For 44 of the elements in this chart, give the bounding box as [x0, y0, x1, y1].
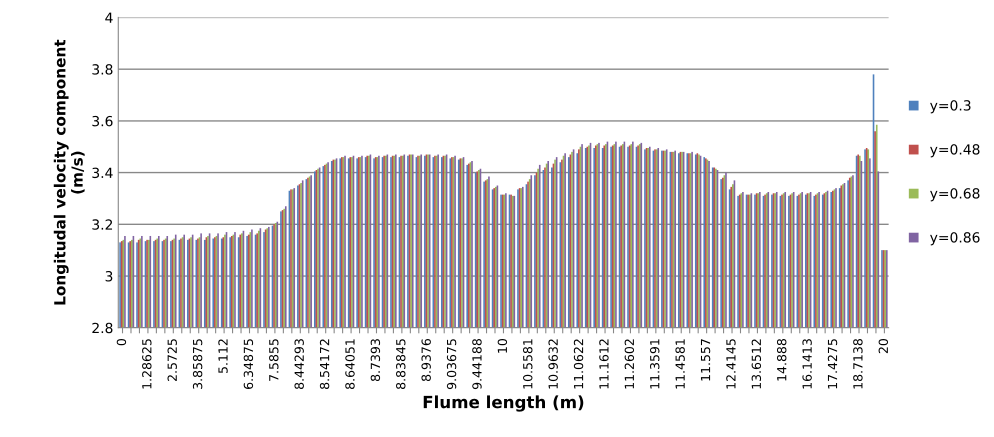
x-tick-label: 13.6512: [752, 339, 762, 388]
x-tick-label: 10.9632: [548, 339, 558, 388]
x-tick-label: 11.2602: [624, 339, 634, 388]
x-tick-label: 11.1612: [599, 339, 609, 388]
x-tick-label: 11.557: [700, 339, 710, 381]
x-tick-label: 11.3591: [650, 339, 660, 388]
y-tick-label: 3.6: [92, 116, 113, 126]
legend-label: y=0.86: [930, 232, 980, 246]
x-tick-label: 0: [116, 338, 126, 346]
legend-label: y=0.68: [930, 188, 980, 202]
legend-label: y=0.48: [930, 144, 980, 158]
x-tick-label: 18.7138: [853, 339, 863, 388]
x-tick-label: 16.1413: [802, 339, 812, 388]
y-tick-label: 3.4: [92, 168, 113, 178]
x-tick-label: 20: [878, 338, 888, 354]
x-tick-label: 7.5855: [269, 339, 279, 381]
x-axis-title: Flume length (m): [424, 395, 584, 412]
x-tick-label: 17.4275: [828, 339, 838, 388]
y-tick-label: 2.8: [92, 322, 112, 334]
y-tick-label: 3.8: [92, 64, 112, 75]
x-tick-label: 1.28625: [142, 339, 152, 388]
y-tick-label: 3: [106, 271, 112, 282]
x-tick-label: 9.44188: [472, 339, 482, 390]
x-tick-label: 3.85875: [192, 339, 202, 389]
x-tick-label: 6.34875: [244, 339, 254, 389]
x-tick-label: 8.64051: [345, 339, 355, 390]
x-tick-label: 14.888: [776, 339, 786, 381]
x-tick-label: 8.9376: [421, 338, 431, 382]
y-axis-title: Longitudal velocity component (m/s): [54, 40, 85, 304]
x-tick-label: 2.5725: [167, 339, 177, 381]
x-tick-label: 10: [498, 338, 508, 353]
x-tick-label: 10.5581: [523, 339, 532, 388]
x-tick-label: 8.54172: [320, 339, 330, 390]
x-tick-label: 8.44293: [294, 339, 304, 390]
x-tick-label: 8.7393: [370, 339, 380, 382]
y-tick-label: 3.2: [92, 219, 112, 230]
x-tick-label: 11.4581: [675, 339, 685, 388]
x-tick-label: 9.03675: [446, 339, 456, 390]
x-tick-label: 8.83845: [396, 339, 406, 390]
x-tick-label: 11.0622: [574, 339, 584, 388]
x-tick-label: 12.4145: [726, 339, 736, 388]
legend-label: y=0.3: [930, 100, 971, 114]
x-tick-label: 5.112: [218, 339, 228, 373]
y-tick-label: 4: [105, 12, 113, 23]
